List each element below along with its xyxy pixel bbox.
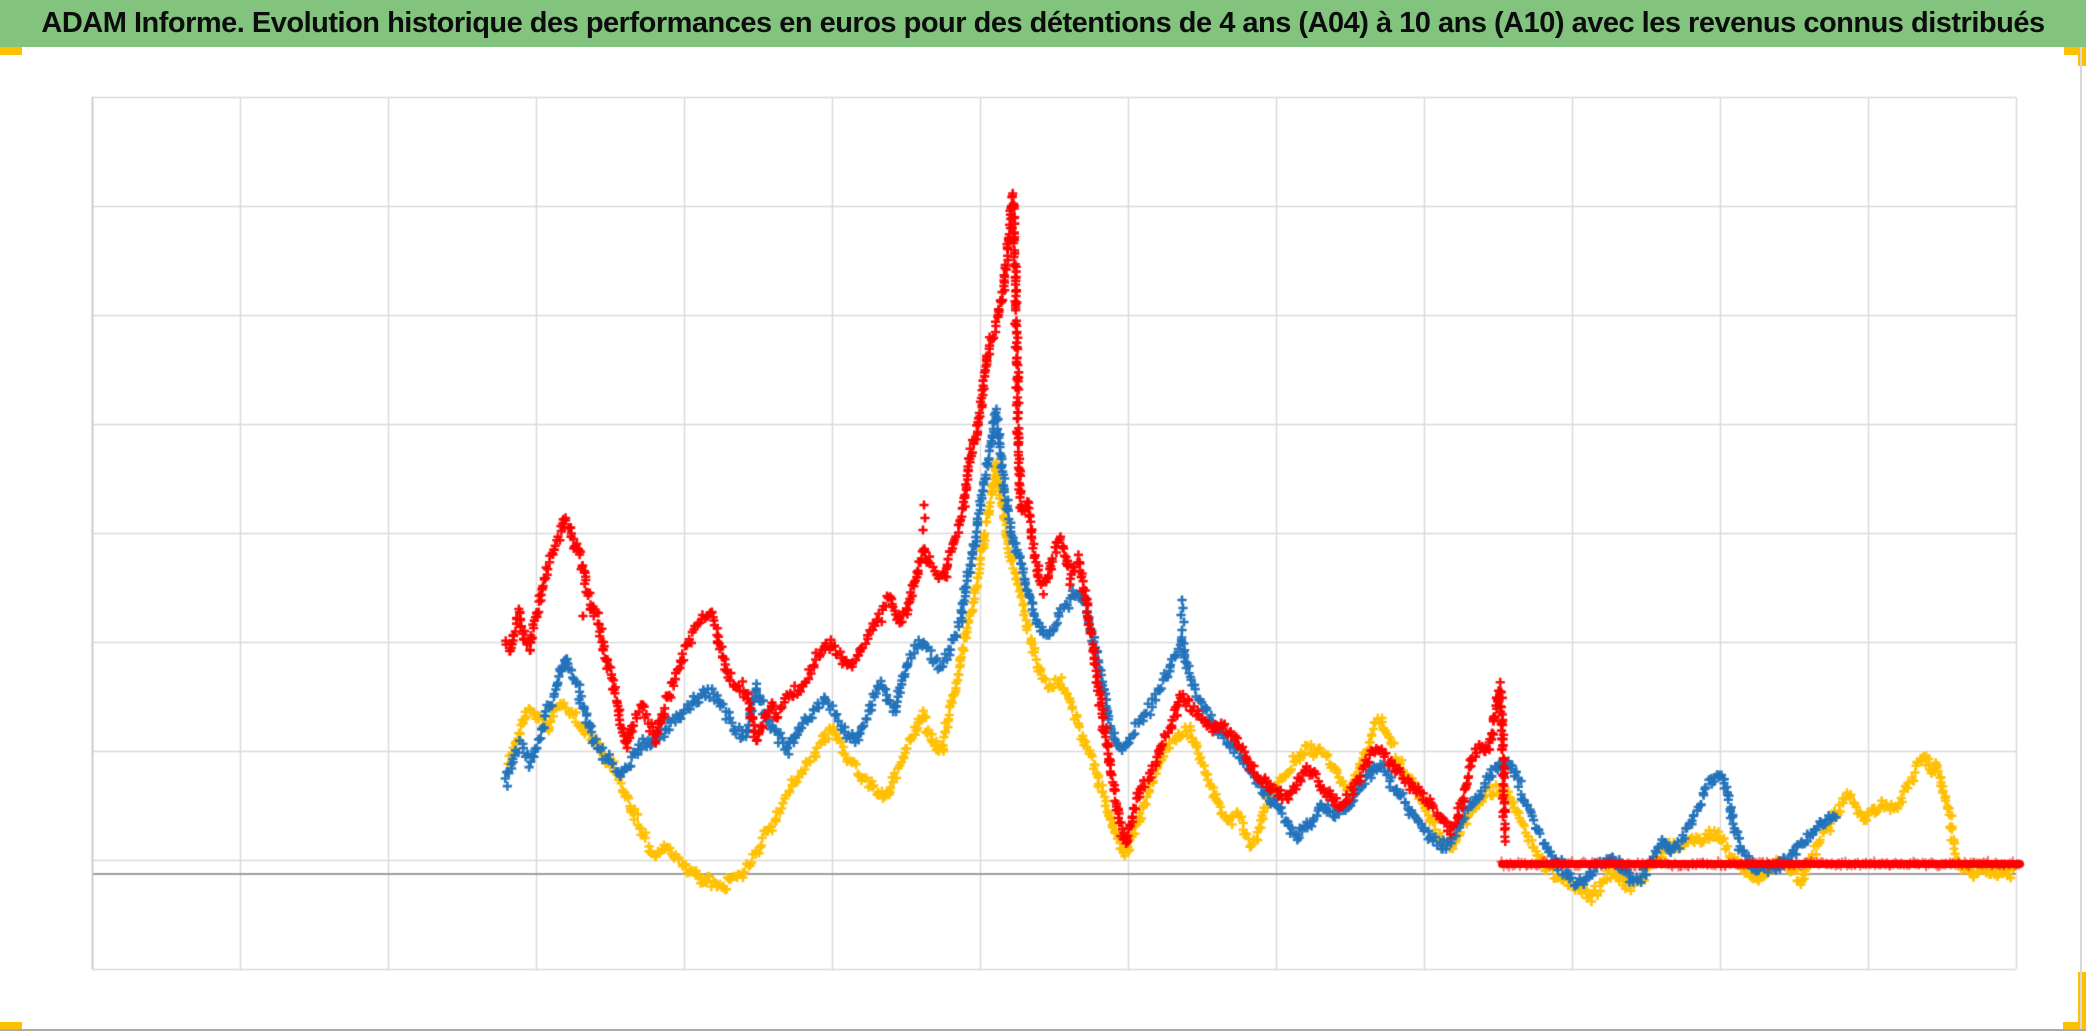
yellow-corner-top-right-h [2064, 47, 2086, 55]
chart-frame-right-border [2080, 47, 2082, 1030]
page-title: ADAM Informe. Evolution historique des p… [41, 7, 2045, 39]
title-bar: ADAM Informe. Evolution historique des p… [0, 0, 2086, 47]
yellow-corner-bottom-right-h [2063, 1022, 2086, 1030]
yellow-corner-bottom-right-v [2078, 972, 2086, 1030]
yellow-corner-bottom-left [0, 1022, 22, 1030]
yellow-corner-top-right-v [2078, 47, 2086, 66]
performance-scatter-chart [0, 47, 2086, 1030]
chart-frame-bottom-border [0, 1029, 2086, 1031]
yellow-corner-top-left [0, 47, 22, 55]
chart-area [0, 47, 2086, 1030]
